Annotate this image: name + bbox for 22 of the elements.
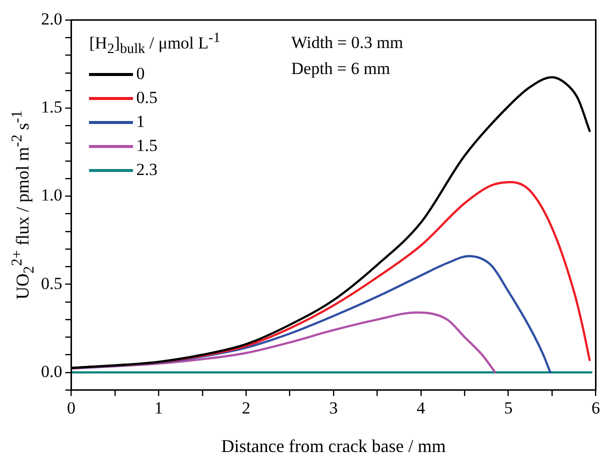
y-tick-label: 0.5 [41,274,62,293]
x-axis-title: Distance from crack base / mm [221,436,446,456]
annotation: Depth = 6 mm [291,58,392,80]
legend-label: 0 [136,64,145,84]
x-tick-label: 1 [154,398,163,418]
legend-label: 2.3 [136,160,158,180]
legend-title: [H$_{2}$]$_{bulk}$ / μmol L$^{-1}$ [89,30,220,58]
y-tick-label: 1.0 [41,186,62,205]
legend-label: 1 [136,112,145,132]
x-tick-label: 2 [242,398,250,418]
x-tick-label: 0 [67,398,76,418]
line-series [71,311,496,374]
legend-label: 0.5 [136,88,158,108]
y-tick-label: 2.0 [41,9,62,28]
text: 0.0 [41,362,62,381]
x-tick-label: 6 [592,398,600,418]
x-tick-label: 3 [329,398,338,418]
x-tick-label: 4 [416,398,426,418]
x-tick-label: 5 [504,398,513,418]
annotation: Width = 0.3 mm [291,32,404,54]
legend-label: 1.5 [136,136,158,156]
y-tick-label: 1.5 [41,98,62,117]
